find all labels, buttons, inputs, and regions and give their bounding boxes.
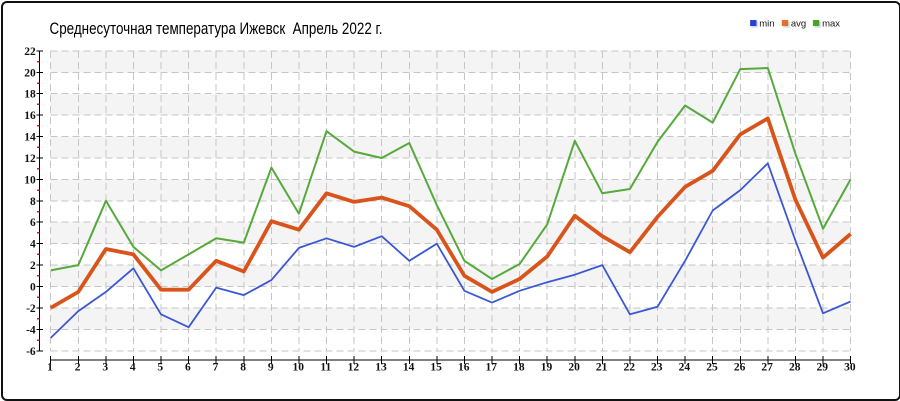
svg-text:0: 0: [30, 282, 36, 294]
svg-text:16: 16: [24, 110, 36, 122]
svg-text:14: 14: [403, 362, 415, 374]
svg-text:6: 6: [185, 362, 191, 374]
svg-text:20: 20: [24, 67, 36, 79]
svg-text:2: 2: [75, 362, 81, 374]
svg-text:min: min: [759, 19, 774, 30]
svg-text:16: 16: [458, 362, 470, 374]
svg-text:29: 29: [817, 362, 829, 374]
svg-text:30: 30: [844, 362, 856, 374]
svg-text:22: 22: [623, 362, 635, 374]
svg-text:6: 6: [30, 217, 36, 229]
svg-text:-6: -6: [26, 346, 36, 358]
svg-text:18: 18: [513, 362, 525, 374]
svg-text:12: 12: [348, 362, 360, 374]
svg-text:25: 25: [706, 362, 718, 374]
svg-text:20: 20: [568, 362, 580, 374]
svg-text:4: 4: [130, 362, 136, 374]
svg-text:10: 10: [24, 174, 36, 186]
svg-text:10: 10: [292, 362, 304, 374]
svg-text:avg: avg: [791, 19, 806, 30]
svg-text:5: 5: [157, 362, 163, 374]
svg-text:17: 17: [486, 362, 498, 374]
svg-text:15: 15: [430, 362, 442, 374]
svg-text:23: 23: [651, 362, 663, 374]
svg-text:24: 24: [679, 362, 691, 374]
svg-text:7: 7: [213, 362, 219, 374]
svg-text:4: 4: [30, 239, 36, 251]
svg-text:27: 27: [761, 362, 773, 374]
svg-text:21: 21: [596, 362, 608, 374]
svg-text:9: 9: [268, 362, 274, 374]
svg-text:11: 11: [320, 362, 331, 374]
svg-text:18: 18: [24, 89, 36, 101]
svg-text:19: 19: [541, 362, 553, 374]
svg-text:max: max: [822, 19, 840, 30]
svg-text:Среднесуточная температура Иже: Среднесуточная температура Ижевск Апрель…: [50, 19, 383, 38]
svg-text:22: 22: [24, 46, 36, 58]
svg-text:14: 14: [24, 132, 36, 144]
svg-text:8: 8: [30, 196, 36, 208]
svg-text:8: 8: [240, 362, 246, 374]
svg-text:28: 28: [789, 362, 801, 374]
svg-text:1: 1: [47, 362, 53, 374]
svg-text:26: 26: [734, 362, 746, 374]
svg-text:3: 3: [102, 362, 108, 374]
svg-text:-4: -4: [26, 324, 36, 336]
svg-text:12: 12: [24, 153, 36, 165]
svg-text:2: 2: [30, 260, 36, 272]
svg-text:-2: -2: [26, 303, 36, 315]
svg-text:13: 13: [375, 362, 387, 374]
